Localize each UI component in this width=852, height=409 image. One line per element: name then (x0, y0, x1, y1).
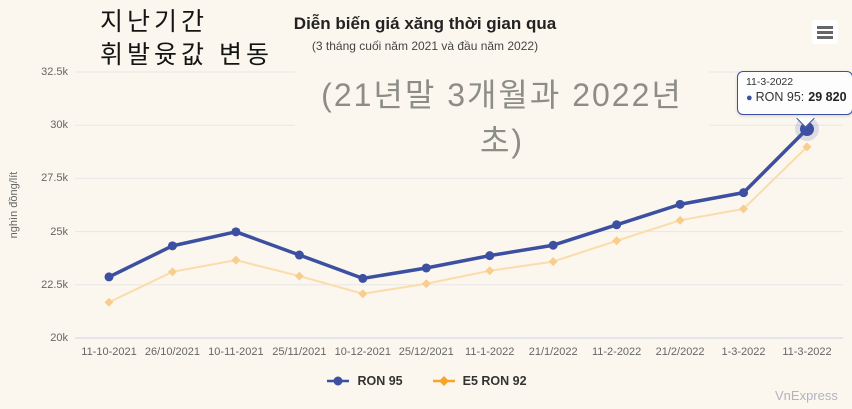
x-axis-tick-label: 10-11-2021 (208, 346, 264, 358)
x-axis-tick-label: 10-12-2021 (334, 346, 391, 358)
tooltip-date: 11-3-2022 (746, 76, 794, 88)
data-point-marker[interactable] (167, 267, 177, 277)
chart-legend: RON 95 E5 RON 92 (0, 374, 852, 388)
tooltip: 11-3-2022 ● RON 95: 29 820 (737, 71, 852, 115)
legend-item-e5-ron-92[interactable]: E5 RON 92 (431, 374, 527, 388)
data-point-marker[interactable] (548, 240, 558, 250)
x-axis-tick-label: 25/11/2021 (272, 346, 327, 358)
tooltip-value: 29 820 (808, 90, 847, 104)
data-point-marker[interactable] (739, 204, 749, 214)
x-axis-tick-label: 11-2-2022 (591, 346, 642, 358)
data-point-marker[interactable] (739, 188, 749, 198)
data-point-marker[interactable] (104, 297, 114, 307)
hamburger-icon (817, 35, 833, 39)
x-axis-tick-label: 26/10/2021 (144, 346, 200, 358)
x-axis-tick-label: 11-1-2022 (465, 346, 515, 358)
data-point-marker[interactable] (421, 263, 431, 273)
y-axis-tick-label: 30k (50, 119, 68, 132)
x-axis-tick-label: 21/2/2022 (655, 346, 705, 358)
data-point-marker[interactable] (612, 220, 622, 230)
tooltip-row: ● RON 95: 29 820 (746, 90, 850, 104)
y-axis-tick-label: 20k (50, 332, 68, 344)
overlay-subtitle-korean: (21년말 3개월과 2022년 초) (295, 70, 709, 162)
data-point-marker[interactable] (294, 271, 304, 281)
data-point-marker[interactable] (358, 273, 368, 283)
data-point-marker[interactable] (802, 142, 812, 152)
hamburger-icon (817, 30, 833, 34)
data-point-marker[interactable] (485, 266, 495, 276)
data-point-marker[interactable] (167, 241, 177, 251)
line-diamond-swatch-icon (432, 376, 455, 386)
data-point-marker[interactable] (231, 255, 241, 265)
y-axis-tick-label: 27.5k (41, 172, 68, 185)
chart-title: Diễn biến giá xăng thời gian qua (293, 14, 557, 33)
legend-label: RON 95 (357, 374, 403, 388)
data-point-marker[interactable] (675, 199, 685, 209)
data-point-marker[interactable] (548, 257, 558, 267)
x-axis-tick-label: 1-3-2022 (721, 346, 766, 358)
tooltip-series-label: RON 95: (755, 90, 805, 104)
overlay-title-korean: 지난기간 휘발윳값 변동 (100, 6, 400, 72)
data-point-marker[interactable] (612, 236, 622, 246)
data-point-marker[interactable] (358, 289, 368, 299)
legend-item-ron-95[interactable]: RON 95 (325, 374, 403, 388)
y-axis-tick-label: 22.5k (41, 278, 68, 291)
chart-subtitle: (3 tháng cuối năm 2021 và đầu năm 2022) (311, 39, 539, 53)
data-point-marker[interactable] (485, 251, 495, 261)
chart-export-menu-button[interactable] (812, 20, 838, 44)
data-point-marker[interactable] (231, 227, 241, 237)
ron-95-line (107, 127, 809, 281)
y-axis-tick-label: 25k (50, 225, 68, 238)
legend-label: E5 RON 92 (462, 374, 527, 388)
overlay-title-line1: 지난기간 (100, 8, 209, 36)
line-circle-swatch-icon (327, 376, 350, 386)
x-axis-tick-label: 11-3-2022 (782, 346, 832, 358)
x-axis-tick-label: 11-10-2021 (81, 346, 137, 358)
x-axis-tick-label: 25/12/2021 (398, 346, 454, 358)
y-axis-tick-label: 32.5k (41, 66, 68, 78)
overlay-title-line2: 휘발윳값 변동 (100, 41, 273, 69)
hamburger-icon (817, 25, 833, 29)
series-bullet-icon: ● (746, 92, 753, 104)
data-point-marker[interactable] (421, 279, 431, 289)
data-point-marker[interactable] (675, 215, 685, 225)
data-point-marker[interactable] (294, 250, 304, 260)
data-point-marker[interactable] (104, 272, 114, 282)
x-axis-tick-label: 21/1/2022 (528, 346, 578, 358)
e5-ron-92-line (108, 145, 808, 304)
vnexpress-watermark[interactable]: VnExpress (775, 388, 838, 403)
